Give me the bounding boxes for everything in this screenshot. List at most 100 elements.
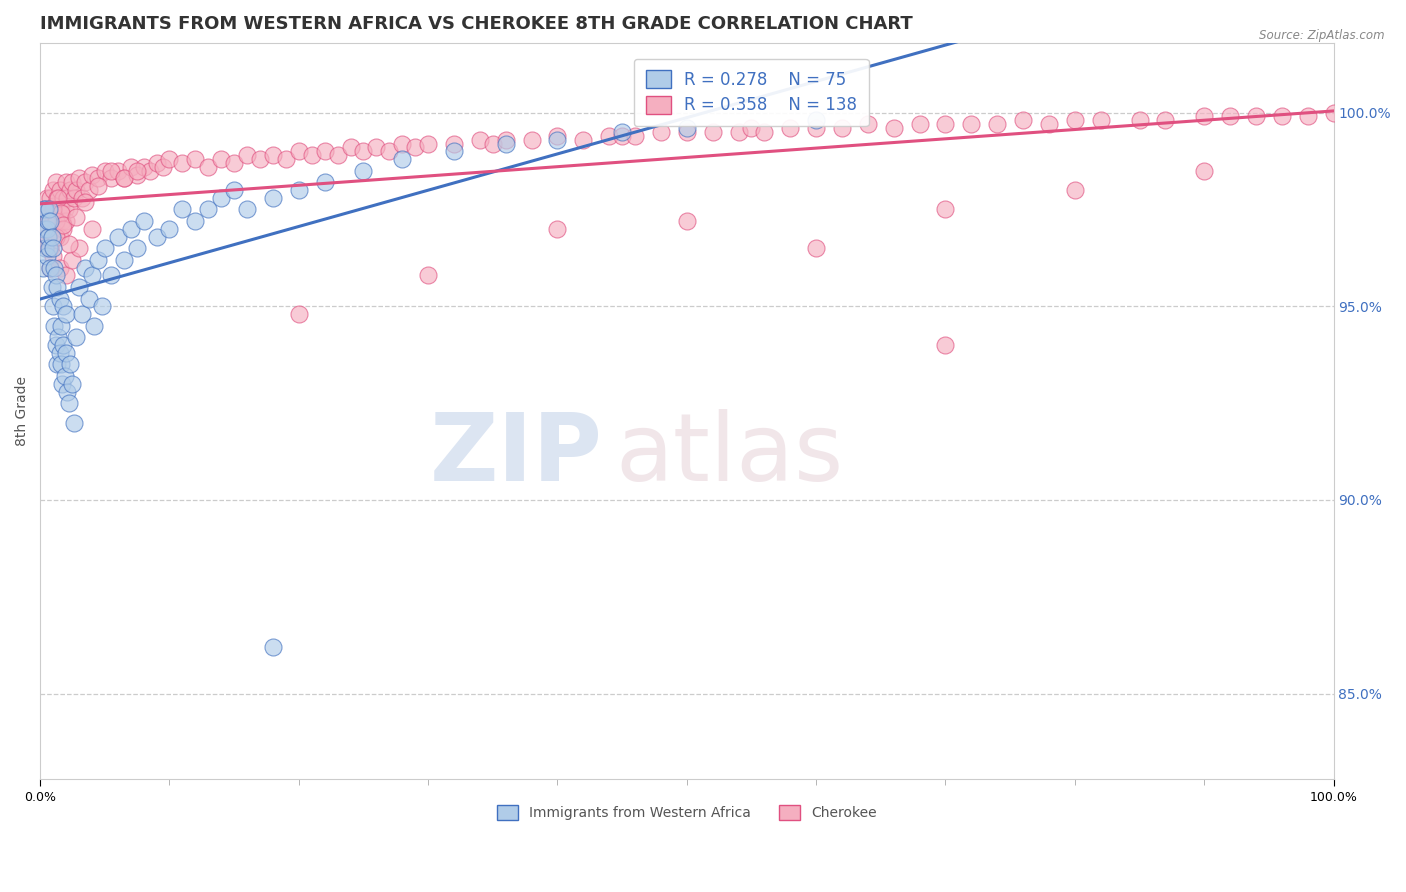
Point (127, 241, 149, 255)
Point (39, 191, 62, 205)
Point (112, 252, 135, 267)
Point (288, 145, 311, 159)
Point (883, 121, 905, 136)
Point (120, 222, 142, 236)
Point (39, 260, 62, 275)
Point (59, 358, 82, 372)
Point (59, 183, 82, 197)
Point (39, 241, 62, 255)
Point (172, 156, 194, 170)
Point (274, 152, 297, 166)
Point (184, 214, 207, 228)
Point (45, 222, 67, 236)
Point (546, 133, 568, 147)
Point (42, 241, 65, 255)
Point (55, 214, 77, 228)
Point (46, 191, 69, 205)
Point (49, 318, 72, 333)
Point (132, 160, 155, 174)
Point (48, 346, 70, 360)
Point (34, 222, 56, 236)
Point (598, 128, 620, 143)
Point (249, 152, 271, 166)
Point (77, 183, 100, 197)
Point (87, 179, 110, 194)
Point (288, 183, 311, 197)
Point (418, 136, 440, 151)
Point (209, 191, 232, 205)
Point (236, 148, 259, 162)
Point (37, 229, 59, 244)
Point (856, 117, 879, 131)
Point (145, 156, 167, 170)
Point (495, 133, 517, 147)
Y-axis label: 8th Grade: 8th Grade (15, 376, 30, 446)
Point (262, 640, 284, 655)
Point (132, 214, 155, 228)
Point (1154, 113, 1177, 128)
Point (481, 136, 503, 151)
Point (65, 330, 87, 344)
Point (62, 175, 84, 189)
Text: atlas: atlas (616, 409, 844, 501)
Point (58, 202, 80, 217)
Point (58, 396, 80, 410)
Point (197, 202, 219, 217)
Point (46, 330, 69, 344)
Point (75, 260, 97, 275)
Point (986, 117, 1008, 131)
Point (70, 191, 93, 205)
Point (520, 133, 543, 147)
Point (41, 229, 63, 244)
Point (546, 128, 568, 143)
Point (35, 249, 58, 263)
Point (1128, 113, 1150, 128)
Point (55, 175, 77, 189)
Point (53, 369, 76, 384)
Point (65, 183, 87, 197)
Point (53, 202, 76, 217)
Point (62, 191, 84, 205)
Point (51, 214, 73, 228)
Point (120, 160, 142, 174)
Point (152, 160, 174, 174)
Point (39, 214, 62, 228)
Point (740, 121, 762, 136)
Point (32, 202, 55, 217)
Point (49, 206, 72, 220)
Point (418, 268, 440, 283)
Point (675, 121, 697, 136)
Point (80, 222, 103, 236)
Point (34, 241, 56, 255)
Point (44, 260, 66, 275)
Point (391, 152, 413, 166)
Text: Source: ZipAtlas.com: Source: ZipAtlas.com (1260, 29, 1385, 42)
Point (42, 249, 65, 263)
Point (443, 145, 465, 159)
Point (42, 214, 65, 228)
Point (41, 280, 63, 294)
Point (45, 268, 67, 283)
Point (314, 175, 336, 189)
Point (67, 280, 90, 294)
Point (934, 338, 956, 352)
Point (65, 211, 87, 225)
Point (48, 183, 70, 197)
Point (1192, 163, 1215, 178)
Point (52, 299, 75, 313)
Point (37, 241, 59, 255)
Point (38, 214, 60, 228)
Point (55, 307, 77, 321)
Point (100, 268, 122, 283)
Point (80, 168, 103, 182)
Point (45, 229, 67, 244)
Point (51, 376, 73, 391)
Point (38, 241, 60, 255)
Point (45, 214, 67, 228)
Point (468, 133, 491, 147)
Point (32, 222, 55, 236)
Point (934, 202, 956, 217)
Point (1038, 117, 1060, 131)
Point (224, 156, 246, 170)
Text: IMMIGRANTS FROM WESTERN AFRICA VS CHEROKEE 8TH GRADE CORRELATION CHART: IMMIGRANTS FROM WESTERN AFRICA VS CHEROK… (41, 15, 912, 33)
